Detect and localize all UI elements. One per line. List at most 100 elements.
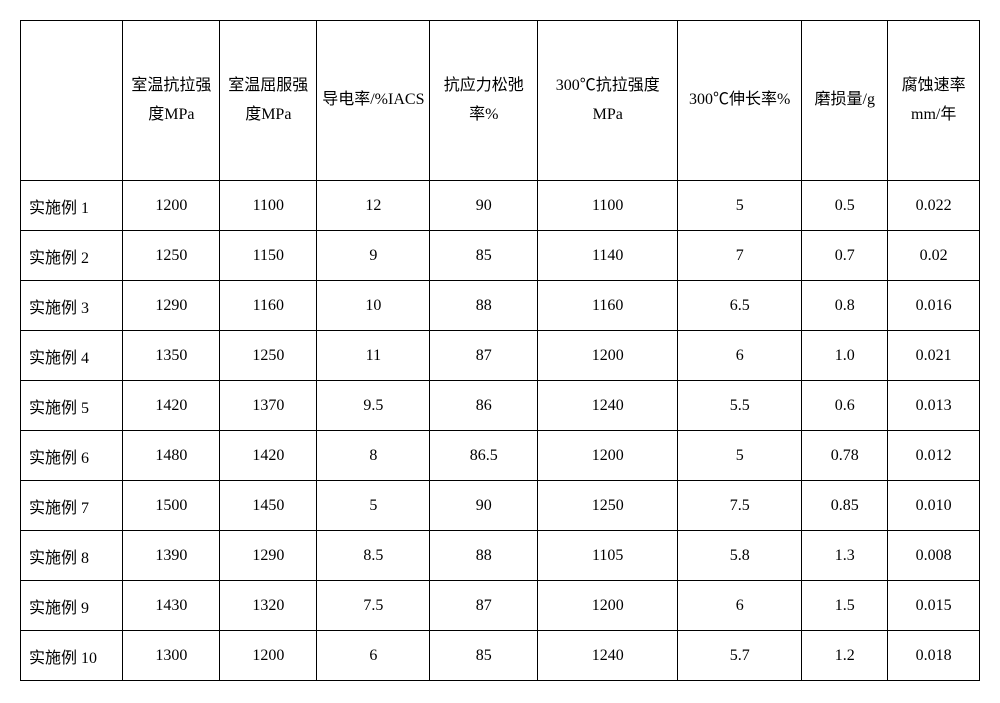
cell: 1.3 xyxy=(802,531,888,581)
table-row: 实施例 4 1350 1250 11 87 1200 6 1.0 0.021 xyxy=(21,331,980,381)
cell: 9 xyxy=(317,231,430,281)
cell: 1200 xyxy=(538,581,678,631)
cell: 1.2 xyxy=(802,631,888,681)
header-300c-tensile-strength: 300℃抗拉强度 MPa xyxy=(538,21,678,181)
cell: 1100 xyxy=(220,181,317,231)
cell: 87 xyxy=(430,581,538,631)
cell: 1240 xyxy=(538,631,678,681)
cell: 1480 xyxy=(123,431,220,481)
header-corrosion-rate: 腐蚀速率mm/年 xyxy=(888,21,980,181)
cell: 0.78 xyxy=(802,431,888,481)
cell: 1500 xyxy=(123,481,220,531)
row-label: 实施例 6 xyxy=(21,431,123,481)
table-row: 实施例 7 1500 1450 5 90 1250 7.5 0.85 0.010 xyxy=(21,481,980,531)
cell: 7 xyxy=(678,231,802,281)
cell: 1320 xyxy=(220,581,317,631)
table-row: 实施例 10 1300 1200 6 85 1240 5.7 1.2 0.018 xyxy=(21,631,980,681)
cell: 1160 xyxy=(220,281,317,331)
cell: 1.5 xyxy=(802,581,888,631)
cell: 86.5 xyxy=(430,431,538,481)
cell: 5 xyxy=(678,181,802,231)
cell: 0.02 xyxy=(888,231,980,281)
table-body: 实施例 1 1200 1100 12 90 1100 5 0.5 0.022 实… xyxy=(21,181,980,681)
row-label: 实施例 4 xyxy=(21,331,123,381)
cell: 1290 xyxy=(123,281,220,331)
table-row: 实施例 2 1250 1150 9 85 1140 7 0.7 0.02 xyxy=(21,231,980,281)
cell: 5.8 xyxy=(678,531,802,581)
cell: 1300 xyxy=(123,631,220,681)
cell: 0.8 xyxy=(802,281,888,331)
cell: 1200 xyxy=(538,331,678,381)
header-conductivity: 导电率/%IACS xyxy=(317,21,430,181)
cell: 87 xyxy=(430,331,538,381)
cell: 0.016 xyxy=(888,281,980,331)
row-label: 实施例 7 xyxy=(21,481,123,531)
cell: 1250 xyxy=(538,481,678,531)
table-row: 实施例 6 1480 1420 8 86.5 1200 5 0.78 0.012 xyxy=(21,431,980,481)
cell: 5.5 xyxy=(678,381,802,431)
table-row: 实施例 8 1390 1290 8.5 88 1105 5.8 1.3 0.00… xyxy=(21,531,980,581)
table-header-row: 室温抗拉强度MPa 室温屈服强度MPa 导电率/%IACS 抗应力松弛率% 30… xyxy=(21,21,980,181)
cell: 1350 xyxy=(123,331,220,381)
cell: 5 xyxy=(678,431,802,481)
header-stress-relaxation: 抗应力松弛率% xyxy=(430,21,538,181)
row-label: 实施例 1 xyxy=(21,181,123,231)
cell: 8 xyxy=(317,431,430,481)
cell: 1140 xyxy=(538,231,678,281)
cell: 7.5 xyxy=(317,581,430,631)
row-label: 实施例 10 xyxy=(21,631,123,681)
cell: 90 xyxy=(430,481,538,531)
row-label: 实施例 3 xyxy=(21,281,123,331)
cell: 90 xyxy=(430,181,538,231)
cell: 1160 xyxy=(538,281,678,331)
cell: 1200 xyxy=(220,631,317,681)
cell: 6.5 xyxy=(678,281,802,331)
table-row: 实施例 5 1420 1370 9.5 86 1240 5.5 0.6 0.01… xyxy=(21,381,980,431)
cell: 0.010 xyxy=(888,481,980,531)
row-label: 实施例 5 xyxy=(21,381,123,431)
cell: 1.0 xyxy=(802,331,888,381)
cell: 6 xyxy=(678,581,802,631)
cell: 1240 xyxy=(538,381,678,431)
cell: 5 xyxy=(317,481,430,531)
row-label: 实施例 9 xyxy=(21,581,123,631)
cell: 10 xyxy=(317,281,430,331)
cell: 86 xyxy=(430,381,538,431)
table-row: 实施例 1 1200 1100 12 90 1100 5 0.5 0.022 xyxy=(21,181,980,231)
header-rt-tensile-strength: 室温抗拉强度MPa xyxy=(123,21,220,181)
cell: 1200 xyxy=(538,431,678,481)
cell: 0.012 xyxy=(888,431,980,481)
cell: 88 xyxy=(430,281,538,331)
cell: 1390 xyxy=(123,531,220,581)
cell: 8.5 xyxy=(317,531,430,581)
cell: 0.018 xyxy=(888,631,980,681)
row-label: 实施例 8 xyxy=(21,531,123,581)
cell: 12 xyxy=(317,181,430,231)
header-blank xyxy=(21,21,123,181)
cell: 85 xyxy=(430,631,538,681)
cell: 1100 xyxy=(538,181,678,231)
cell: 1420 xyxy=(123,381,220,431)
header-rt-yield-strength: 室温屈服强度MPa xyxy=(220,21,317,181)
header-wear-loss: 磨损量/g xyxy=(802,21,888,181)
data-table: 室温抗拉强度MPa 室温屈服强度MPa 导电率/%IACS 抗应力松弛率% 30… xyxy=(20,20,980,681)
cell: 1290 xyxy=(220,531,317,581)
cell: 1250 xyxy=(220,331,317,381)
table-row: 实施例 3 1290 1160 10 88 1160 6.5 0.8 0.016 xyxy=(21,281,980,331)
cell: 7.5 xyxy=(678,481,802,531)
cell: 88 xyxy=(430,531,538,581)
cell: 1430 xyxy=(123,581,220,631)
cell: 1250 xyxy=(123,231,220,281)
cell: 0.008 xyxy=(888,531,980,581)
cell: 0.015 xyxy=(888,581,980,631)
cell: 0.022 xyxy=(888,181,980,231)
cell: 1370 xyxy=(220,381,317,431)
cell: 1105 xyxy=(538,531,678,581)
cell: 11 xyxy=(317,331,430,381)
cell: 0.6 xyxy=(802,381,888,431)
cell: 1200 xyxy=(123,181,220,231)
cell: 5.7 xyxy=(678,631,802,681)
cell: 0.021 xyxy=(888,331,980,381)
table-row: 实施例 9 1430 1320 7.5 87 1200 6 1.5 0.015 xyxy=(21,581,980,631)
cell: 9.5 xyxy=(317,381,430,431)
